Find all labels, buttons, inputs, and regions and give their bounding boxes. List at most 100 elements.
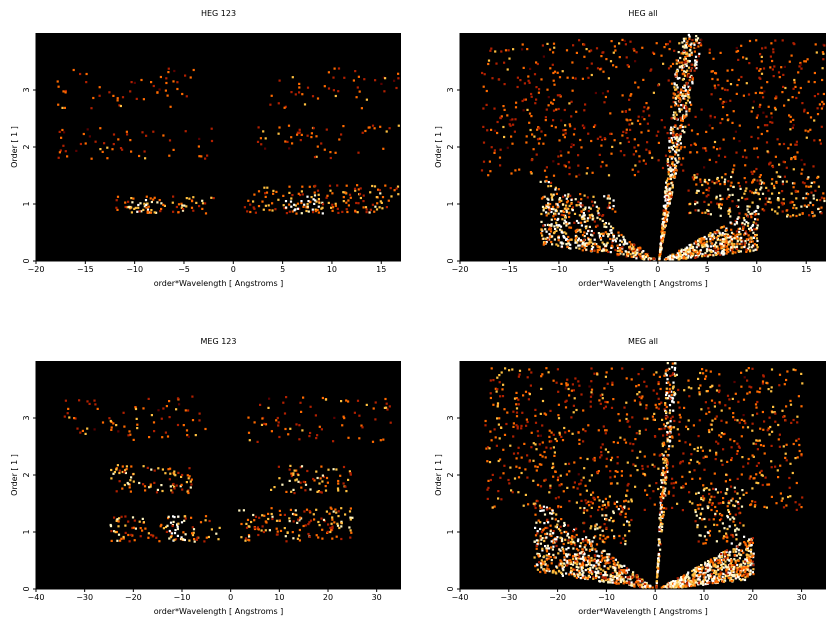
heat-cell	[486, 129, 489, 132]
heat-cell	[613, 139, 616, 142]
heat-cell	[79, 142, 82, 146]
heat-cell	[738, 230, 741, 233]
heat-cell	[584, 544, 587, 547]
heat-cell	[748, 558, 751, 561]
heat-cell	[134, 527, 137, 530]
heat-cell	[576, 540, 580, 543]
heat-cell	[750, 555, 754, 558]
heat-cell	[596, 251, 599, 254]
heat-cell	[819, 199, 822, 202]
heat-cell	[644, 253, 647, 256]
heat-cell	[633, 249, 636, 252]
heat-cell	[549, 556, 552, 559]
heat-cell	[245, 522, 248, 525]
heat-cell	[395, 187, 398, 190]
heat-cell	[710, 559, 713, 563]
heat-cell	[621, 110, 624, 113]
heat-cell	[681, 117, 684, 120]
heat-cell	[749, 212, 752, 216]
heat-cell	[678, 61, 681, 64]
heat-cell	[553, 83, 556, 86]
heat-cell	[577, 221, 580, 224]
heat-cell	[565, 553, 568, 556]
heat-cell	[573, 542, 576, 545]
heat-cell	[682, 169, 685, 172]
heat-cell	[664, 402, 667, 405]
heat-cell	[562, 203, 565, 206]
heat-cell	[134, 206, 137, 209]
heat-cell	[125, 130, 128, 133]
heat-cell	[130, 465, 133, 468]
heat-cell	[602, 70, 605, 73]
heat-cell	[720, 245, 723, 248]
heat-cell	[115, 468, 118, 471]
heat-cell	[123, 425, 126, 428]
heat-cell	[311, 95, 315, 98]
heat-cell	[185, 95, 188, 98]
heat-cell	[320, 207, 323, 210]
heat-cell	[314, 208, 317, 211]
plot-area	[36, 33, 401, 261]
heat-cell	[727, 241, 730, 244]
heat-cell	[620, 565, 623, 568]
heat-cell	[597, 207, 600, 210]
heat-cell	[132, 526, 135, 529]
heat-cell	[597, 563, 600, 566]
heat-cell	[173, 485, 176, 488]
heat-cell	[190, 516, 193, 519]
heat-cell	[749, 229, 752, 232]
heat-cell	[565, 197, 568, 200]
heat-cell	[665, 179, 669, 182]
heat-cell	[641, 251, 644, 254]
heat-cell	[561, 218, 564, 221]
heat-cell	[560, 245, 563, 248]
heat-cell	[694, 38, 698, 41]
heat-cell	[708, 51, 711, 54]
heat-cell	[169, 105, 172, 108]
heat-cell	[823, 44, 826, 47]
heat-cell	[759, 53, 762, 56]
heat-cell	[696, 151, 699, 154]
heat-cell	[780, 66, 783, 69]
heat-cell	[556, 536, 559, 539]
heat-cell	[744, 213, 747, 216]
heat-cell	[736, 49, 740, 53]
heat-cell	[723, 577, 726, 580]
heat-cell	[109, 419, 112, 423]
heat-cell	[598, 234, 601, 237]
heat-cell	[799, 63, 803, 66]
heat-cell	[688, 35, 691, 38]
heat-cell	[774, 97, 777, 100]
heat-cell	[764, 46, 767, 49]
heat-cell	[669, 177, 672, 181]
heat-cell	[335, 535, 338, 538]
heat-cell	[588, 561, 591, 564]
heat-cell	[679, 254, 682, 257]
heat-cell	[687, 85, 690, 88]
x-tick-label: 0	[228, 593, 233, 602]
heat-cell	[90, 157, 93, 160]
heat-cell	[725, 229, 728, 232]
heat-cell	[622, 235, 625, 238]
heat-cell	[675, 149, 678, 152]
heat-cell	[678, 157, 681, 160]
heat-cell	[283, 106, 286, 109]
heat-cell	[555, 565, 558, 568]
heat-cell	[529, 171, 532, 174]
heat-cell	[314, 184, 317, 187]
heat-cell	[165, 81, 168, 85]
heat-cell	[753, 243, 756, 246]
heat-cell	[674, 165, 678, 168]
heat-cell	[702, 572, 705, 575]
heat-cell	[322, 518, 326, 521]
heat-cell	[550, 534, 553, 537]
heat-cell	[763, 209, 766, 212]
heat-cell	[547, 202, 550, 205]
heat-cell	[748, 39, 752, 43]
heat-cell	[140, 78, 143, 82]
heat-cell	[539, 180, 542, 183]
heat-cell	[719, 147, 722, 150]
heat-cell	[302, 396, 305, 399]
heat-cell	[684, 249, 687, 252]
heat-cell	[614, 564, 617, 567]
